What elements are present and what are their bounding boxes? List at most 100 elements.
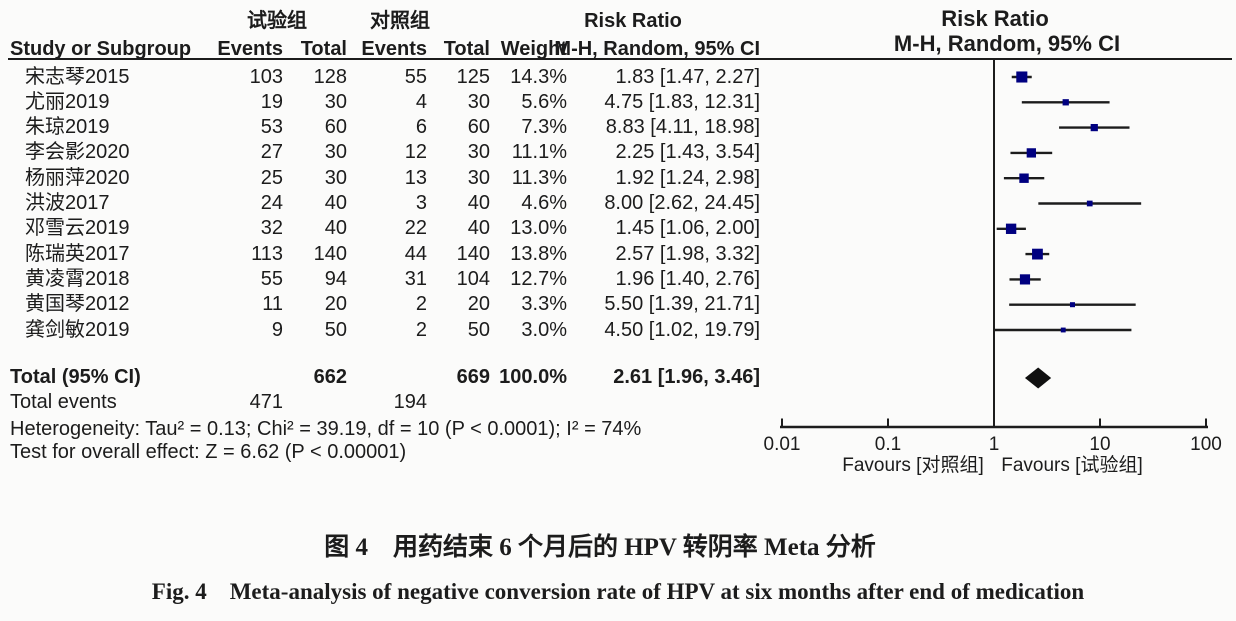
study-total2: 104 (456, 267, 490, 290)
study-row: 宋志琴2015 103 128 55 125 14.3% 1.83 [1.47, 2.27] (0, 65, 1236, 90)
study-name: 洪波2017 (25, 192, 110, 214)
study-events1: 27 (260, 141, 283, 164)
study-row: 黄凌霄2018 55 94 31 104 12.7% 1.96 [1.40, 2.76] (0, 267, 1236, 292)
axis-tick-label: 10 (1089, 434, 1110, 455)
risk-ratio-header-left: Risk Ratio (584, 10, 682, 32)
study-total1: 50 (324, 318, 347, 341)
study-name: 龚剑敏2019 (25, 318, 130, 341)
study-events2: 4 (415, 90, 427, 113)
study-name: 尤丽2019 (25, 90, 110, 113)
col-header-study: Study or Subgroup (10, 38, 192, 60)
total-total1: 662 (313, 366, 347, 388)
favours-left-label: Favours [对照组] (842, 454, 983, 476)
caption-english: Fig. 4 Meta-analysis of negative convers… (151, 579, 1085, 604)
total-events-events1: 471 (249, 391, 283, 413)
study-events2: 13 (404, 166, 427, 189)
effect-square (1060, 327, 1066, 333)
study-row: 龚剑敏2019 9 50 2 50 3.0% 4.50 [1.02, 19.79] (0, 318, 1236, 343)
study-events2: 3 (415, 192, 427, 214)
study-name: 杨丽萍2020 (25, 166, 130, 189)
effect-square (1016, 71, 1028, 83)
effect-square (1090, 123, 1098, 132)
axis-tick-label: 100 (1190, 434, 1222, 455)
total-row: Total (95% CI) 662 669 100.0% 2.61 [1.96… (0, 365, 1236, 390)
study-weight: 3.3% (521, 293, 567, 316)
risk-ratio-header-right: Risk Ratio (941, 6, 1049, 31)
study-ci-label: 8.00 [2.62, 24.45] (604, 192, 760, 214)
col-header-events2: Events (361, 38, 427, 60)
study-ci-label: 1.83 [1.47, 2.27] (615, 65, 760, 88)
study-ci-label: 2.57 [1.98, 3.32] (615, 242, 760, 265)
study-ci-label: 4.75 [1.83, 12.31] (604, 90, 760, 113)
study-events1: 24 (260, 192, 283, 214)
total-events-events2: 194 (393, 391, 427, 413)
group2-header: 对照组 (370, 10, 430, 32)
study-weight: 11.3% (511, 166, 567, 189)
study-events1: 19 (260, 90, 283, 113)
effect-square (1005, 223, 1017, 234)
col-header-total2: Total (443, 38, 490, 60)
study-events2: 12 (404, 141, 427, 164)
study-weight: 11.1% (511, 141, 567, 164)
study-events2: 31 (404, 267, 427, 290)
study-name: 陈瑞英2017 (25, 242, 130, 265)
study-total1: 40 (324, 217, 347, 240)
study-total2: 140 (456, 242, 490, 265)
study-events1: 55 (260, 267, 283, 290)
effect-square (1019, 173, 1029, 183)
study-row: 杨丽萍2020 25 30 13 30 11.3% 1.92 [1.24, 2.98] (0, 166, 1236, 191)
study-total1: 40 (324, 192, 347, 214)
study-events1: 32 (260, 217, 283, 240)
study-row: 尤丽2019 19 30 4 30 5.6% 4.75 [1.83, 12.31] (0, 90, 1236, 115)
study-total2: 40 (467, 192, 490, 214)
heterogeneity-text: Heterogeneity: Tau² = 0.13; Chi² = 39.19… (10, 418, 642, 440)
study-weight: 13.0% (510, 217, 567, 240)
study-total2: 20 (467, 293, 490, 316)
favours-right-label: Favours [试验组] (1001, 454, 1142, 476)
study-weight: 13.8% (510, 242, 567, 265)
study-weight: 7.3% (521, 116, 567, 139)
study-weight: 14.3% (510, 65, 567, 88)
total-events-label: Total events (10, 391, 117, 413)
total-events-row: Total events 471 194 (0, 390, 1236, 415)
group1-header: 试验组 (247, 10, 307, 32)
study-events2: 22 (404, 217, 427, 240)
study-events1: 25 (260, 166, 283, 189)
study-name: 李会影2020 (25, 141, 130, 164)
total-total2: 669 (456, 366, 490, 388)
study-ci-label: 5.50 [1.39, 21.71] (604, 293, 760, 316)
total-label: Total (95% CI) (10, 366, 141, 388)
effect-square (1062, 99, 1069, 106)
study-name: 朱琼2019 (25, 116, 110, 139)
study-name: 黄凌霄2018 (25, 267, 130, 290)
col-header-method-left: M-H, Random, 95% CI (554, 38, 760, 60)
study-total2: 30 (467, 90, 490, 113)
study-weight: 12.7% (510, 267, 567, 290)
study-total2: 60 (467, 116, 490, 139)
study-weight: 5.6% (521, 90, 567, 113)
study-total2: 50 (467, 318, 490, 341)
effect-square (1026, 148, 1036, 158)
study-row: 邓雪云2019 32 40 22 40 13.0% 1.45 [1.06, 2.00] (0, 216, 1236, 241)
forest-plot-canvas: 0.01 0.1 1 10 100 Favours [对照组] Favours [试验组] (8, 58, 1232, 476)
study-total2: 30 (467, 141, 490, 164)
study-total1: 30 (324, 166, 347, 189)
axis-tick-label: 0.01 (764, 434, 801, 455)
effect-square (1032, 248, 1043, 260)
study-ci-label: 1.96 [1.40, 2.76] (615, 267, 760, 290)
study-name: 邓雪云2019 (25, 217, 130, 240)
col-header-weight: Weight (500, 38, 567, 60)
study-total1: 140 (313, 242, 347, 265)
study-events2: 44 (404, 242, 427, 265)
study-total2: 125 (456, 65, 490, 88)
overall-effect-text: Test for overall effect: Z = 6.62 (P < 0… (10, 441, 407, 463)
study-ci-label: 1.45 [1.06, 2.00] (615, 217, 760, 240)
study-total1: 30 (324, 141, 347, 164)
axis-tick-label: 1 (989, 434, 1000, 455)
effect-square (1069, 302, 1075, 308)
study-total2: 30 (467, 166, 490, 189)
study-row: 朱琼2019 53 60 6 60 7.3% 8.83 [4.11, 18.98] (0, 115, 1236, 140)
study-ci-label: 2.25 [1.43, 3.54] (615, 141, 760, 164)
effect-square (1019, 274, 1031, 285)
